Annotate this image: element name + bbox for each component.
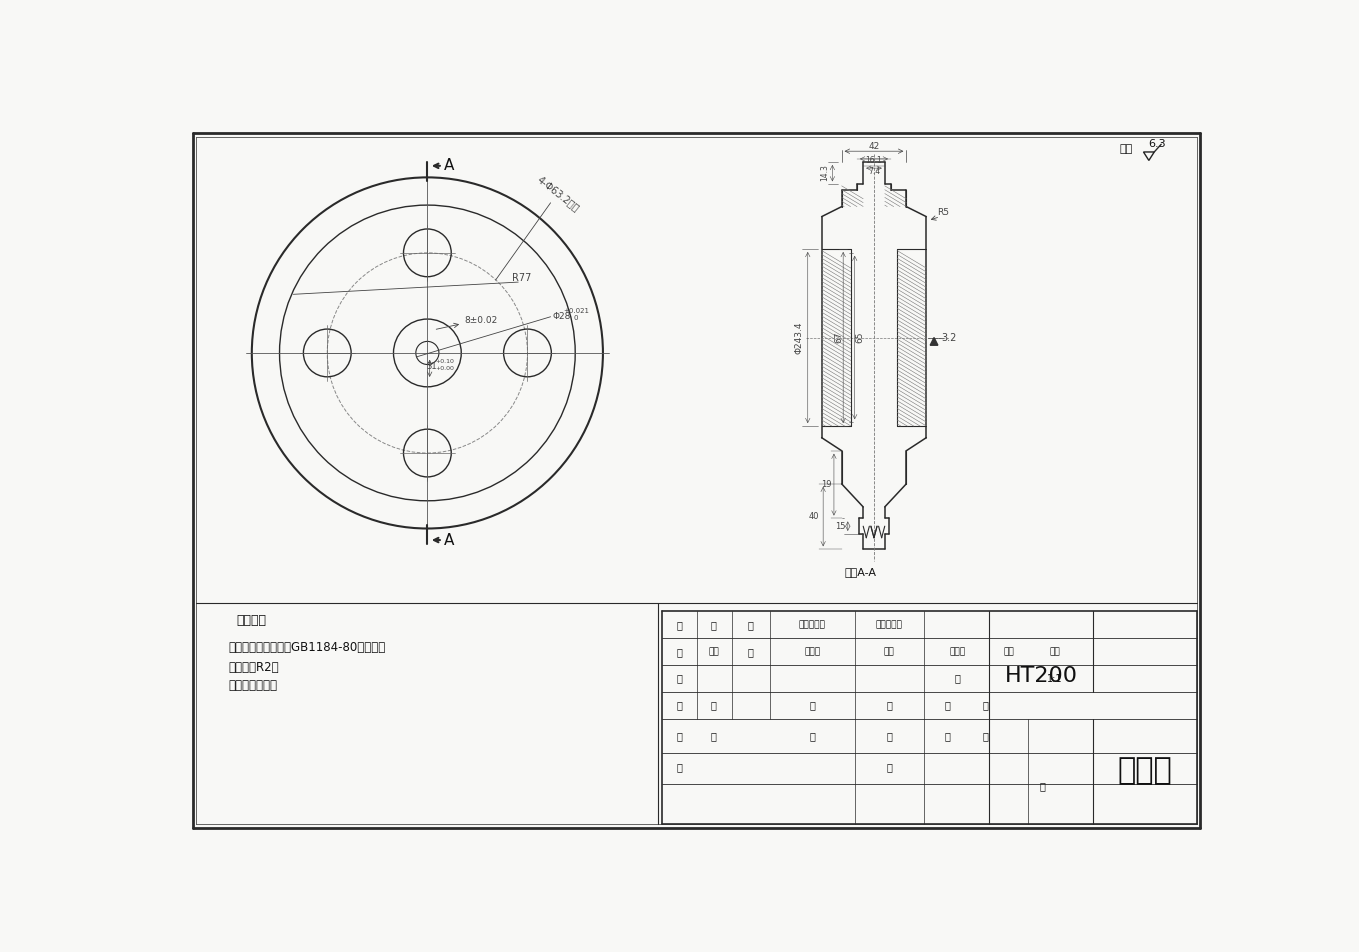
Text: 批: 批 (810, 701, 815, 710)
Text: R5: R5 (938, 208, 950, 217)
Text: 重量: 重量 (1003, 647, 1014, 656)
Text: Φ28: Φ28 (553, 312, 571, 321)
Text: 记: 记 (954, 674, 959, 684)
Text: Φ243.4: Φ243.4 (794, 321, 803, 354)
Text: 6.3: 6.3 (1148, 138, 1166, 149)
Text: 1:1: 1:1 (1048, 674, 1063, 684)
Text: 4-Φ63.2均布: 4-Φ63.2均布 (535, 174, 582, 213)
Text: 艺: 艺 (711, 731, 716, 742)
Text: 更改文件号: 更改文件号 (799, 621, 826, 629)
Text: 分: 分 (747, 620, 754, 630)
Text: 31: 31 (425, 363, 436, 371)
Text: 14.3: 14.3 (821, 165, 829, 181)
Text: +0.021: +0.021 (563, 308, 588, 314)
Text: 核: 核 (677, 763, 682, 772)
Text: 共: 共 (886, 701, 893, 710)
Text: 年月: 年月 (883, 647, 894, 656)
Polygon shape (930, 338, 938, 346)
Text: 大带轮: 大带轮 (1117, 757, 1173, 785)
Text: 19: 19 (821, 480, 832, 489)
Text: 字: 字 (747, 646, 754, 657)
Text: A: A (444, 532, 454, 547)
Text: 第: 第 (983, 731, 988, 742)
Text: 核签: 核签 (708, 647, 719, 656)
Text: 标: 标 (677, 620, 682, 630)
Text: 铸造圆角R2。: 铸造圆角R2。 (228, 661, 280, 674)
Text: 处: 处 (711, 620, 716, 630)
Text: 张: 张 (945, 701, 950, 710)
Text: 7.4: 7.4 (868, 167, 881, 176)
Text: 65: 65 (856, 332, 864, 344)
Text: 计: 计 (677, 674, 682, 684)
Text: +0.10: +0.10 (435, 359, 454, 364)
Text: 设: 设 (677, 646, 682, 657)
Text: 批: 批 (886, 763, 893, 772)
Text: 3.2: 3.2 (942, 332, 957, 343)
Text: 工: 工 (677, 731, 682, 742)
Text: 未注形状公差应符合GB1184-80的要求。: 未注形状公差应符合GB1184-80的要求。 (228, 642, 386, 654)
Text: 技术要求: 技术要求 (236, 614, 266, 627)
Text: A: A (444, 158, 454, 173)
Text: 16.1: 16.1 (866, 156, 882, 165)
Text: 第: 第 (983, 701, 988, 710)
Text: 42: 42 (868, 142, 879, 151)
Text: 共: 共 (886, 731, 893, 742)
Text: 阶段标: 阶段标 (949, 647, 965, 656)
Text: HT200: HT200 (1004, 666, 1078, 686)
Text: 审: 审 (677, 701, 682, 710)
Text: 8±0.02: 8±0.02 (465, 316, 497, 325)
Text: 剖面A-A: 剖面A-A (844, 567, 877, 578)
Text: 67: 67 (834, 332, 843, 344)
Text: 核: 核 (711, 701, 716, 710)
Text: 15: 15 (834, 522, 845, 530)
Text: 年、月、日: 年、月、日 (877, 621, 902, 629)
Text: 标准化: 标准化 (805, 647, 821, 656)
Text: 去除毛刺飞边。: 去除毛刺飞边。 (228, 679, 277, 692)
Text: 40: 40 (809, 511, 819, 521)
Text: R77: R77 (512, 273, 531, 284)
Text: 批: 批 (810, 731, 815, 742)
Text: 0: 0 (573, 315, 578, 321)
Text: 张: 张 (1040, 782, 1045, 791)
Text: 比例: 比例 (1049, 647, 1060, 656)
Text: 张: 张 (945, 731, 950, 742)
Text: 其余: 其余 (1120, 144, 1132, 154)
Text: +0.00: +0.00 (435, 366, 454, 371)
